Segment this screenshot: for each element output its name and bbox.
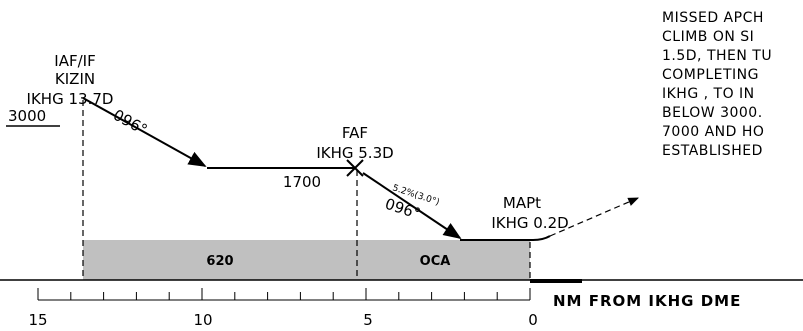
oca-value: 620 — [206, 254, 233, 269]
altitude: 3000 — [8, 107, 46, 125]
mapt-leg — [460, 235, 551, 241]
fix-distance: IKHG 0.2D — [491, 214, 568, 232]
missed-line: COMPLETING — [662, 67, 759, 83]
scale-label: 0 — [528, 311, 538, 329]
missed-line: IKHG , TO IN — [662, 86, 755, 102]
scale-label: 15 — [28, 311, 47, 329]
missed-line: MISSED APCH — [662, 10, 764, 26]
fix-id: KIZIN — [55, 70, 95, 88]
final-leg — [362, 172, 462, 240]
oca-label: OCA — [420, 254, 451, 269]
missed-line: BELOW 3000. — [662, 105, 763, 121]
missed-leg — [549, 197, 639, 237]
faf-cross — [346, 159, 364, 177]
missed-line: CLIMB ON SI — [662, 29, 754, 45]
scale-title: NM FROM IKHG DME — [553, 292, 741, 310]
scale-label: 5 — [363, 311, 373, 329]
missed-line: 1.5D, THEN TU — [662, 48, 772, 64]
fix-name: MAPt — [503, 194, 541, 212]
missed-line: ESTABLISHED — [662, 143, 763, 159]
missed-line: 7000 AND HO — [662, 124, 764, 140]
initial-leg — [82, 97, 207, 167]
fix-distance: IKHG 13.7D — [27, 90, 114, 108]
fix-distance: IKHG 5.3D — [316, 144, 393, 162]
fix-name: IAF/IF — [54, 52, 95, 70]
oca-area — [83, 240, 530, 280]
step-altitude: 1700 — [283, 173, 321, 191]
missed-approach-text: MISSED APCH CLIMB ON SI 1.5D, THEN TU COMPL… — [662, 10, 772, 159]
initial-track: 096° — [110, 106, 150, 139]
scale-label: 10 — [193, 311, 212, 329]
scale-ticks — [37, 288, 531, 300]
fix-name: FAF — [342, 124, 368, 142]
